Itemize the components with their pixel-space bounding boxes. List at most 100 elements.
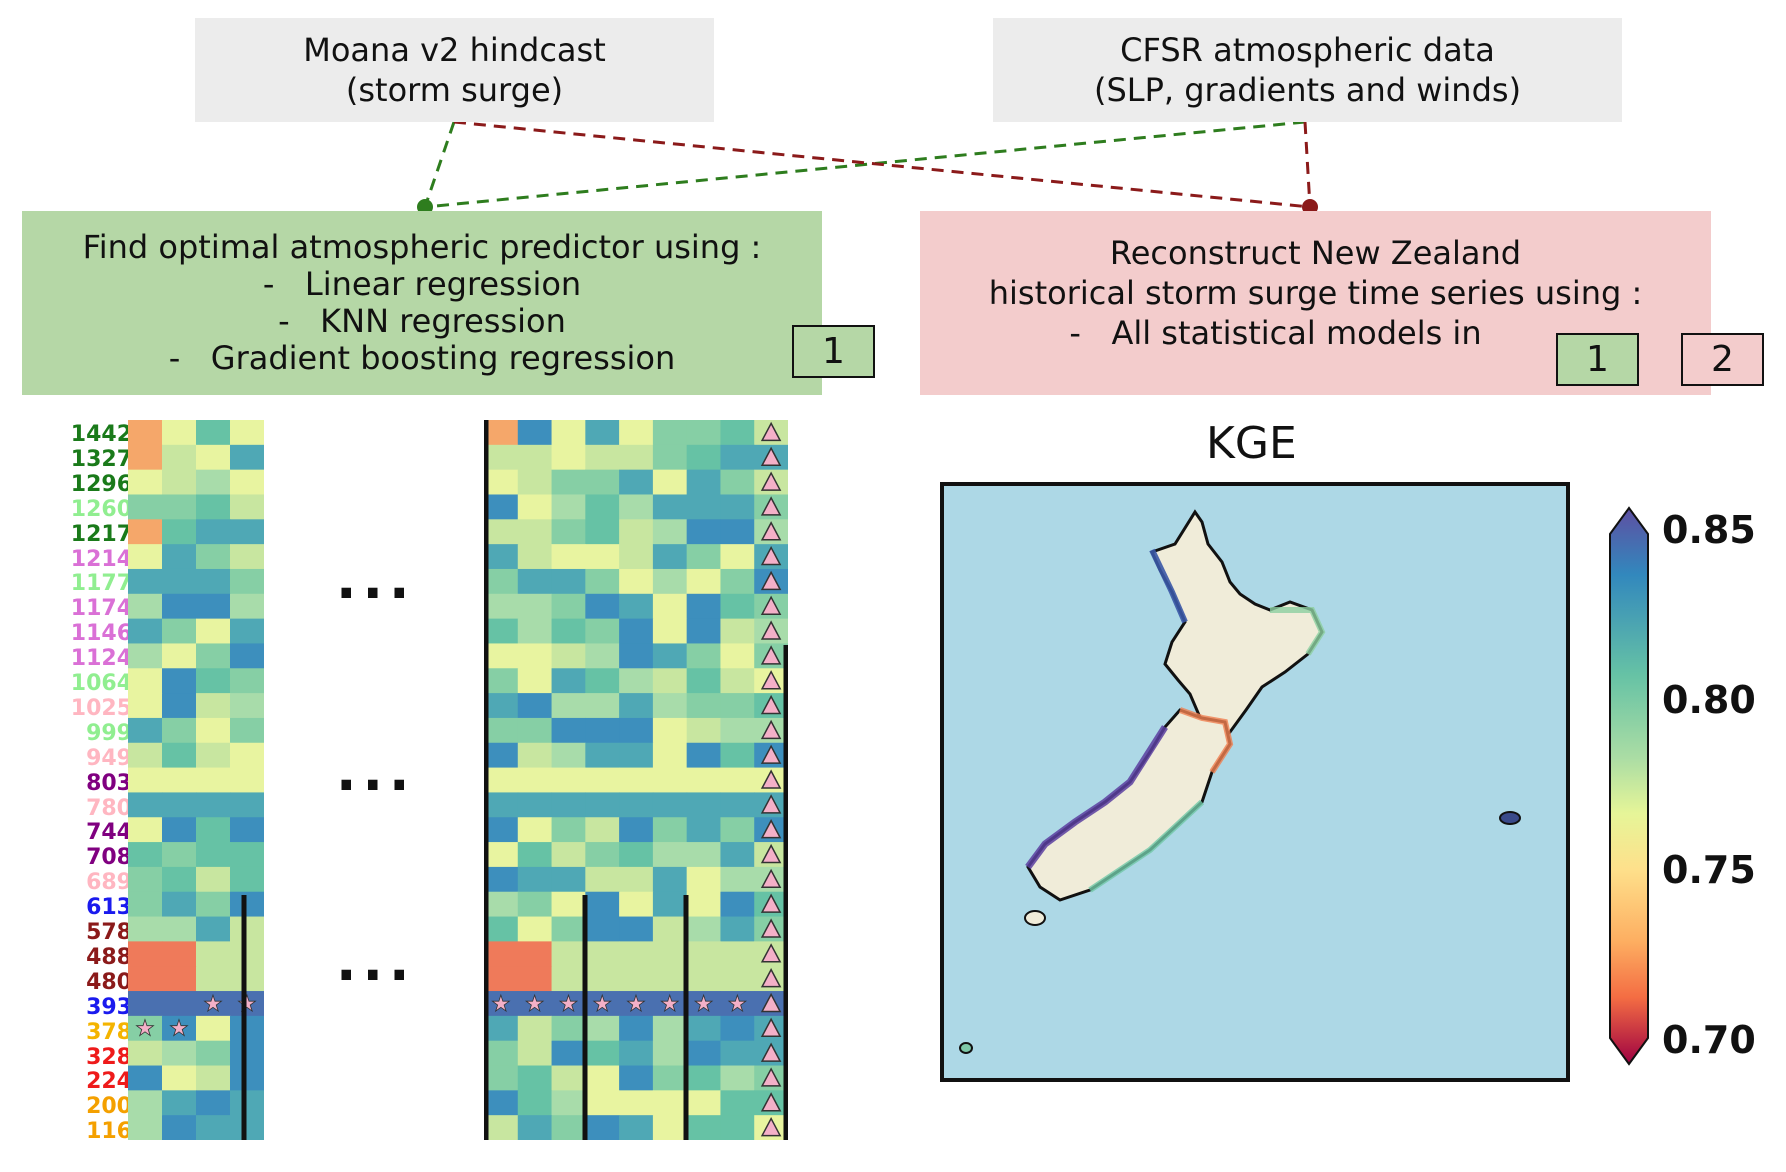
heatmap-cell (686, 866, 721, 893)
heatmap-cell (196, 742, 231, 769)
heatmap-cell (720, 1015, 755, 1042)
heatmap-cell (551, 593, 586, 620)
heatmap-cell (162, 1090, 197, 1116)
heatmap-cell (686, 668, 721, 694)
station-label: 578 (86, 920, 132, 945)
south-island-coast-north (1178, 707, 1234, 774)
heatmap-cell (585, 643, 620, 669)
heatmap-cell (619, 1040, 654, 1067)
heatmap-cell (128, 916, 163, 942)
heatmap-cell (720, 544, 755, 570)
heatmap-cell (162, 618, 197, 644)
heatmap-cell (517, 668, 553, 694)
heatmap-cell (686, 966, 721, 992)
heatmap-cell (196, 941, 231, 967)
heatmap-cell (162, 1040, 197, 1067)
star-marker: ★ (491, 992, 511, 1017)
star-marker: ★ (203, 992, 223, 1017)
heatmap-cell (551, 444, 586, 471)
heatmap-cell (230, 991, 264, 1017)
heatmap-cell (517, 420, 553, 446)
heatmap-cell (162, 842, 197, 868)
heatmap-cell (230, 866, 264, 893)
triangle-marker (760, 471, 782, 491)
heatmap-cell (162, 668, 197, 694)
heatmap-cell (720, 519, 755, 545)
reconstruct-badge-1: 1 (1556, 333, 1639, 386)
heatmap-cell (484, 891, 519, 918)
heatmap-cell (720, 444, 755, 471)
heatmap-cell (517, 693, 553, 719)
heatmap-cell (162, 519, 197, 545)
heatmap-cell (652, 916, 688, 942)
heatmap-cell (230, 593, 264, 620)
heatmap-cell (619, 668, 654, 694)
triangle-marker (760, 570, 782, 591)
heatmap-cell (551, 966, 586, 992)
triangle-marker (760, 620, 782, 640)
heatmap-cell (619, 420, 654, 446)
heatmap-cell (652, 1065, 688, 1091)
heatmap-cell (484, 1090, 519, 1116)
heatmap-cell (585, 494, 620, 520)
heatmap-cell (484, 991, 519, 1017)
station-label: 1327 (70, 446, 132, 472)
station-label: 803 (86, 770, 132, 796)
heatmap-cell (230, 767, 264, 793)
heatmap-cell (551, 1040, 586, 1067)
star-marker: ★ (694, 992, 714, 1017)
heatmap-cell (517, 742, 553, 769)
triangle-marker (760, 670, 782, 690)
heatmap-cell (720, 693, 755, 719)
predictor-title: Find optimal atmospheric predictor using… (82, 228, 762, 266)
heatmap-cell (230, 693, 264, 719)
heatmap-cell (196, 717, 231, 744)
heatmap-cell (585, 420, 620, 446)
heatmap-cell (230, 817, 264, 843)
heatmap-cell (686, 891, 721, 918)
triangle-marker (760, 893, 782, 913)
heatmap-cell (484, 1115, 519, 1140)
heatmap-cell (720, 866, 755, 893)
station-label: 488 (86, 944, 132, 970)
heatmap-cell (686, 568, 721, 595)
heatmap-cell (517, 792, 553, 818)
heatmap-cell (652, 842, 688, 868)
colorbar-tick-075: 0.75 (1662, 848, 1756, 892)
heatmap-cell (720, 469, 755, 495)
heatmap-cell (686, 544, 721, 570)
reconstruct-badge-2: 2 (1681, 333, 1764, 386)
heatmap-cell (196, 593, 231, 620)
heatmap-cell (551, 668, 586, 694)
heatmap-cell (652, 618, 688, 644)
heatmap-cell (551, 519, 586, 545)
heatmap-cell (585, 618, 620, 644)
heatmap-cell (551, 1065, 586, 1091)
heatmap-cell (619, 444, 654, 471)
star-marker: ★ (626, 992, 646, 1017)
heatmap-cell (517, 1065, 553, 1091)
station-label: 1442 (70, 422, 132, 447)
heatmap-cell (196, 544, 231, 570)
heatmap-cell (517, 916, 553, 942)
heatmap-cell (517, 767, 553, 793)
heatmap-cell (484, 568, 519, 595)
heatmap-cell (128, 469, 163, 495)
heatmap-cell (619, 618, 654, 644)
heatmap-cell (196, 668, 231, 694)
station-label: 393 (86, 994, 132, 1020)
heatmap-cell (686, 717, 721, 744)
heatmap-cell (551, 568, 586, 595)
triangle-marker (760, 943, 782, 963)
heatmap-cell (619, 916, 654, 942)
heatmap-cell (686, 444, 721, 471)
heatmap-cell (619, 891, 654, 918)
heatmap-cell (128, 444, 163, 471)
heatmap-cell (128, 1065, 163, 1091)
heatmap-cell (230, 742, 264, 769)
heatmap-cell (686, 593, 721, 620)
heatmap-cell (720, 643, 755, 669)
heatmap-cell (196, 693, 231, 719)
heatmap-cell (686, 817, 721, 843)
north-island-coast-west (1149, 548, 1188, 624)
